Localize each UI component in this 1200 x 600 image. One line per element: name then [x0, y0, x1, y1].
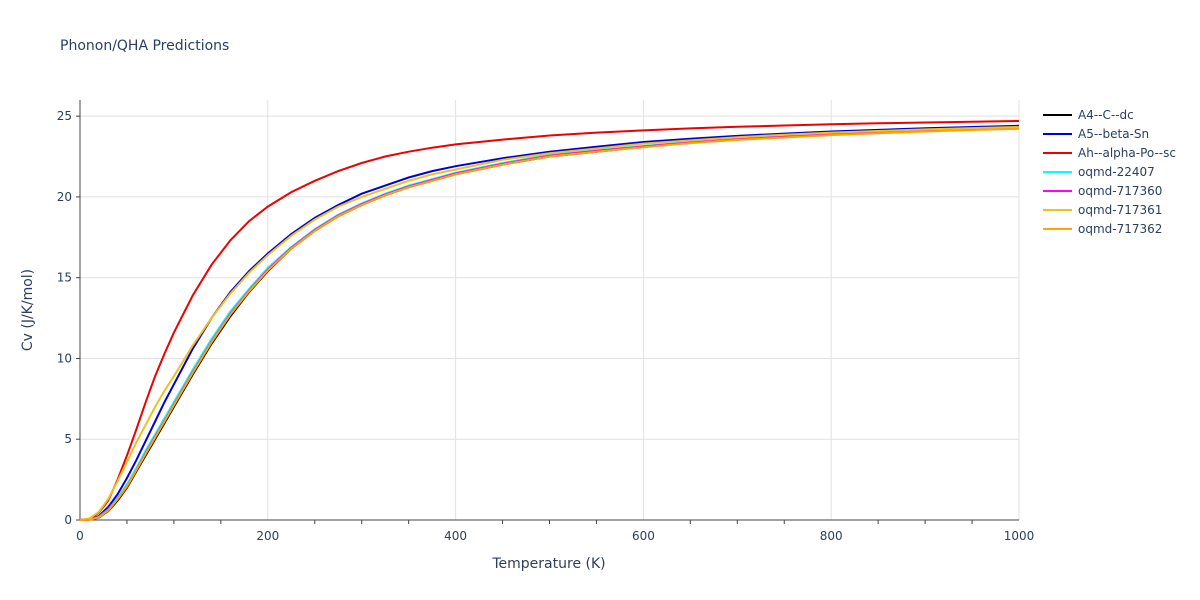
axes — [79, 100, 1019, 521]
series-group — [79, 120, 1020, 521]
legend-label: A5--beta-Sn — [1078, 127, 1149, 141]
x-tick-label: 200 — [256, 529, 279, 543]
series-line-Ah--alpha-Po--sc — [79, 120, 1020, 521]
y-tick-label: 10 — [57, 351, 72, 365]
x-tick-label: 0 — [76, 529, 84, 543]
y-axis-title: Cv (J/K/mol) — [20, 269, 36, 351]
y-tick-label: 20 — [57, 190, 72, 204]
x-tick-label: 800 — [820, 529, 843, 543]
legend[interactable]: A4--C--dc A5--beta-Sn Ah--alpha-Po--sc oqmd… — [1043, 108, 1176, 236]
legend-label: oqmd-717360 — [1078, 184, 1162, 198]
series-line-oqmd-717362 — [79, 127, 1020, 521]
legend-label: oqmd-22407 — [1078, 165, 1155, 179]
y-tick-label: 5 — [64, 432, 72, 446]
legend-item[interactable]: A5--beta-Sn — [1043, 127, 1149, 141]
x-axis-title: Temperature (K) — [491, 556, 605, 572]
ticks: 0 200 400 600 800 1000 0 5 10 15 20 25 — [57, 109, 1035, 543]
legend-item[interactable]: Ah--alpha-Po--sc — [1043, 146, 1176, 160]
legend-item[interactable]: oqmd-22407 — [1043, 165, 1155, 179]
series-line-A5--beta-Sn — [79, 124, 1020, 521]
x-tick-label: 1000 — [1004, 529, 1035, 543]
legend-item[interactable]: A4--C--dc — [1043, 108, 1134, 122]
x-tick-label: 600 — [632, 529, 655, 543]
legend-label: oqmd-717361 — [1078, 203, 1162, 217]
legend-item[interactable]: oqmd-717361 — [1043, 203, 1162, 217]
legend-label: oqmd-717362 — [1078, 222, 1162, 236]
chart-title: Phonon/QHA Predictions — [60, 38, 229, 54]
legend-item[interactable]: oqmd-717360 — [1043, 184, 1162, 198]
x-tick-label: 400 — [444, 529, 467, 543]
series-line-oqmd-22407 — [79, 126, 1020, 521]
y-tick-label: 25 — [57, 109, 72, 123]
legend-label: Ah--alpha-Po--sc — [1078, 146, 1176, 160]
y-tick-label: 15 — [57, 271, 72, 285]
grid — [80, 100, 1020, 520]
series-line-oqmd-717361 — [79, 126, 1020, 521]
legend-label: A4--C--dc — [1078, 108, 1134, 122]
legend-item[interactable]: oqmd-717362 — [1043, 222, 1162, 236]
y-tick-label: 0 — [64, 513, 72, 527]
